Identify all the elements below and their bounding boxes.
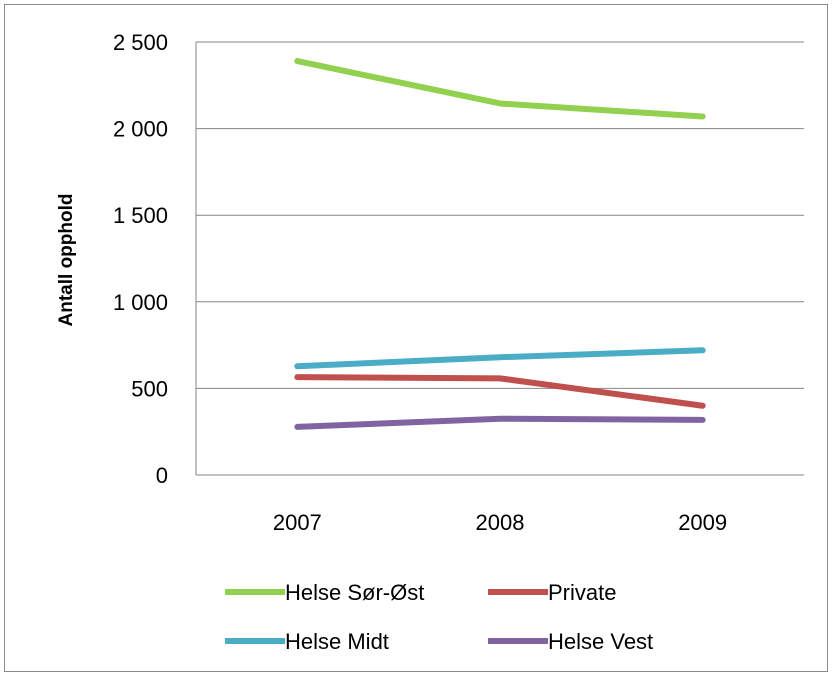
series-line-helse-midt [294,347,706,370]
series-line-helse-vest [294,415,706,430]
series-lines [294,58,706,430]
legend: Helse Sør-Øst Private Helse Midt Helse Vest [225,580,653,654]
legend-label: Private [548,580,616,605]
legend-label: Helse Midt [285,629,389,654]
legend-label: Helse Vest [548,629,653,654]
y-axis-title: Antall opphold [56,194,77,327]
legend-item: Private [488,580,616,605]
x-tick-labels: 2007 2008 2009 [273,510,727,535]
y-tick-label: 500 [131,376,168,401]
y-tick-label: 2 500 [113,30,168,55]
legend-item: Helse Vest [488,629,653,654]
legend-item: Helse Midt [225,629,389,654]
gridlines [195,41,804,476]
legend-item: Helse Sør-Øst [225,580,424,605]
series-line-private [294,374,706,409]
y-tick-label: 2 000 [113,117,168,142]
series-line-helse-s-r-st [294,58,706,120]
y-tick-labels: 0 500 1 000 1 500 2 000 2 500 [113,30,168,488]
x-tick-label: 2008 [476,510,525,535]
legend-label: Helse Sør-Øst [285,580,424,605]
y-tick-label: 1 000 [113,290,168,315]
y-tick-label: 0 [156,463,168,488]
x-tick-label: 2009 [678,510,727,535]
x-tick-label: 2007 [273,510,322,535]
y-tick-label: 1 500 [113,203,168,228]
